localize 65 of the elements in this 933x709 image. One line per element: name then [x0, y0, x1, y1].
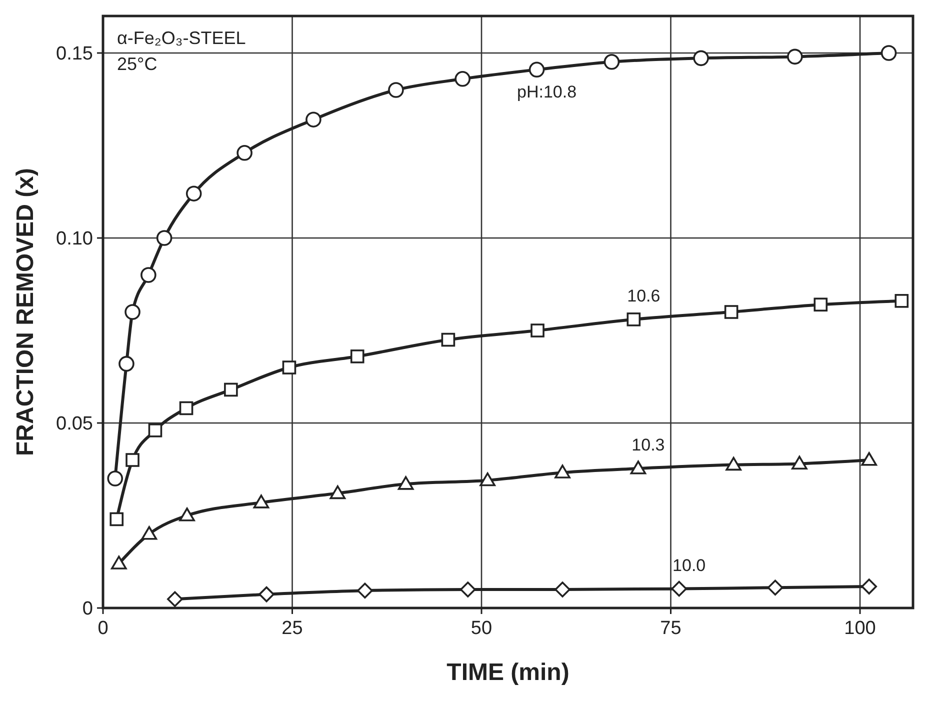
point: [480, 472, 496, 486]
point: [224, 382, 238, 397]
point: [140, 267, 156, 283]
point: [148, 424, 162, 438]
point: [792, 456, 808, 470]
point: [460, 582, 476, 598]
x-tick-label: 50: [470, 618, 492, 639]
point: [604, 54, 620, 70]
point: [724, 305, 738, 319]
point: [306, 112, 322, 128]
point: [894, 294, 909, 308]
y-tick-label: 0.05: [56, 414, 93, 435]
point: [357, 582, 373, 599]
point: [671, 580, 687, 597]
point: [110, 556, 127, 570]
point: [693, 50, 709, 66]
point: [179, 508, 195, 522]
point: [118, 356, 134, 372]
x-tick-label: 100: [844, 618, 876, 639]
point: [141, 526, 158, 540]
y-tick-label: 0: [82, 598, 93, 620]
point: [398, 476, 414, 490]
point: [388, 82, 404, 98]
point: [880, 45, 897, 61]
point: [630, 460, 646, 474]
x-tick-label: 75: [660, 618, 682, 639]
point: [126, 453, 140, 467]
point: [124, 304, 140, 320]
annotation: 25°C: [117, 54, 158, 74]
point: [330, 485, 346, 500]
annotation: α-Fe₂O₃-STEEL: [117, 28, 246, 48]
point: [554, 582, 570, 598]
series-label: 10.3: [632, 436, 665, 455]
point: [350, 350, 364, 364]
series-label: pH:10.8: [516, 82, 577, 102]
point: [767, 580, 784, 596]
y-tick-label: 0.10: [56, 228, 93, 250]
point: [530, 324, 544, 338]
point: [726, 456, 742, 471]
point: [258, 586, 274, 602]
point: [236, 145, 252, 161]
point: [814, 298, 828, 312]
point: [441, 332, 456, 347]
point: [861, 578, 877, 594]
x-tick-label: 25: [282, 618, 303, 639]
point: [186, 186, 202, 202]
series-label: 10.6: [627, 286, 660, 306]
series-label: 10.0: [672, 556, 706, 575]
point: [528, 62, 545, 78]
x-tick-label: 0: [98, 618, 108, 639]
point: [179, 401, 194, 416]
point: [787, 48, 803, 65]
point: [110, 512, 124, 526]
x-axis-title: TIME (min): [446, 659, 570, 686]
point: [253, 494, 270, 508]
point: [554, 464, 570, 478]
y-axis-title: FRACTION REMOVED (x): [12, 168, 39, 456]
point: [861, 452, 877, 466]
point: [626, 312, 641, 326]
point: [282, 360, 296, 374]
point: [454, 71, 470, 87]
point: [107, 470, 124, 486]
point: [167, 591, 183, 608]
y-tick-label: 0.15: [56, 44, 93, 65]
point: [156, 230, 172, 246]
